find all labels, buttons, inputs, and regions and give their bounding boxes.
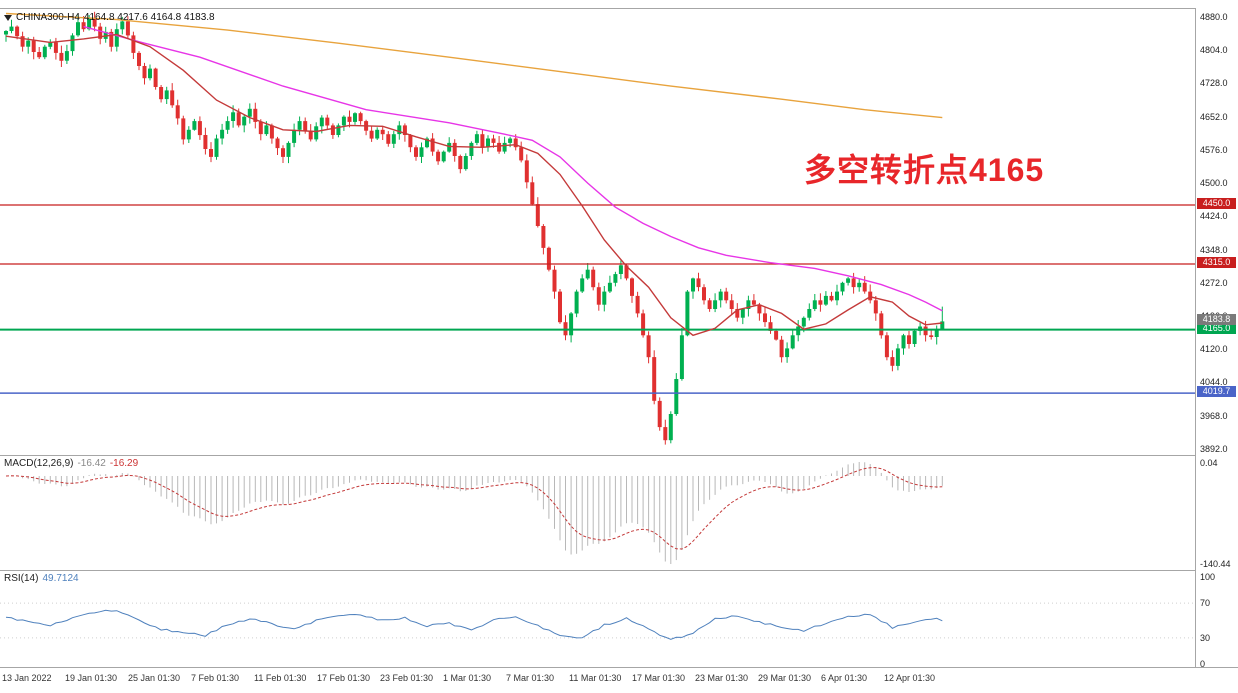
time-axis-label: 11 Feb 01:30 bbox=[254, 673, 307, 683]
price-axis-tick: 4044.0 bbox=[1200, 377, 1228, 388]
chart-ohlc-values: 4164.8 4217.6 4164.8 4183.8 bbox=[83, 12, 215, 23]
time-axis-label: 7 Feb 01:30 bbox=[191, 673, 240, 683]
current-price-tag: 4183.8 bbox=[1197, 314, 1236, 326]
price-chart-canvas[interactable] bbox=[0, 9, 1195, 455]
price-axis-tick: 4804.0 bbox=[1200, 45, 1228, 56]
symbol-marker-icon bbox=[4, 14, 12, 21]
rsi-splitter[interactable] bbox=[0, 570, 1238, 571]
macd-signal-value: -16.29 bbox=[109, 458, 139, 469]
level-price-tag: 4019.7 bbox=[1197, 386, 1236, 398]
price-axis-tick: 4576.0 bbox=[1200, 144, 1228, 155]
rsi-axis-label: 100 bbox=[1200, 572, 1216, 582]
top-border bbox=[0, 8, 1238, 9]
pivot-annotation-text: 多空转折点4165 bbox=[804, 152, 1045, 188]
price-axis[interactable]: 4880.0 4804.0 4728.0 4652.0 4576.0 4500.0 4424… bbox=[1196, 8, 1238, 669]
time-axis-label: 6 Apr 01:30 bbox=[821, 673, 868, 683]
macd-label: MACD(12,26,9) bbox=[4, 458, 74, 469]
price-axis-tick: 4728.0 bbox=[1200, 78, 1228, 89]
macd-title: MACD(12,26,9) -16.42 -16.29 bbox=[4, 458, 138, 469]
macd-splitter[interactable] bbox=[0, 455, 1238, 456]
macd-axis-min-label: -140.44 bbox=[1200, 559, 1231, 569]
level-price-tag: 4165.0 bbox=[1197, 322, 1236, 334]
price-panel: CHINA300-H4 4164.8 4217.6 4164.8 4183.8 … bbox=[0, 9, 1195, 455]
price-axis-tick: 4348.0 bbox=[1200, 244, 1228, 255]
time-axis-label: 13 Jan 2022 bbox=[2, 673, 52, 683]
price-axis-tick: 3892.0 bbox=[1200, 443, 1228, 454]
rsi-canvas[interactable] bbox=[0, 571, 1195, 667]
time-axis-label: 17 Feb 01:30 bbox=[317, 673, 371, 683]
price-axis-tick: 4500.0 bbox=[1200, 178, 1228, 189]
rsi-axis-label: 0 bbox=[1200, 659, 1206, 669]
price-axis-border bbox=[1195, 8, 1196, 667]
price-axis-tick: 4120.0 bbox=[1200, 344, 1228, 355]
level-price-tag: 4315.0 bbox=[1197, 257, 1236, 269]
chart-symbol-label: CHINA300-H4 bbox=[16, 12, 80, 23]
macd-main-value: -16.42 bbox=[77, 458, 106, 469]
time-axis-label: 29 Mar 01:30 bbox=[758, 673, 812, 683]
rsi-panel: RSI(14) 49.7124 bbox=[0, 571, 1195, 667]
time-axis-label: 12 Apr 01:30 bbox=[884, 673, 936, 683]
chart-title: CHINA300-H4 4164.8 4217.6 4164.8 4183.8 bbox=[4, 12, 215, 23]
price-axis-tick: 4880.0 bbox=[1200, 12, 1228, 22]
rsi-label: RSI(14) bbox=[4, 573, 39, 584]
price-axis-tick: 4652.0 bbox=[1200, 111, 1228, 122]
price-axis-tick: 3968.0 bbox=[1200, 410, 1228, 421]
time-axis-label: 11 Mar 01:30 bbox=[569, 673, 622, 683]
rsi-axis-label: 70 bbox=[1200, 598, 1211, 609]
time-axis-label: 17 Mar 01:30 bbox=[632, 673, 686, 683]
level-price-tag: 4450.0 bbox=[1197, 197, 1236, 209]
macd-canvas[interactable] bbox=[0, 456, 1195, 570]
rsi-value: 49.7124 bbox=[42, 573, 79, 584]
time-axis-label: 23 Mar 01:30 bbox=[695, 673, 749, 683]
time-axis-label: 25 Jan 01:30 bbox=[128, 673, 181, 683]
price-axis-tick: 4424.0 bbox=[1200, 211, 1228, 222]
time-axis-label: 1 Mar 01:30 bbox=[443, 673, 492, 683]
rsi-title: RSI(14) 49.7124 bbox=[4, 573, 79, 584]
time-axis-label: 23 Feb 01:30 bbox=[380, 673, 434, 683]
time-axis[interactable]: 13 Jan 2022 19 Jan 01:30 25 Jan 01:30 7 Feb… bbox=[0, 669, 1195, 693]
time-axis-label: 7 Mar 01:30 bbox=[506, 673, 555, 683]
time-axis-label: 19 Jan 01:30 bbox=[65, 673, 118, 683]
time-axis-border bbox=[0, 667, 1238, 668]
macd-panel: MACD(12,26,9) -16.42 -16.29 bbox=[0, 456, 1195, 570]
rsi-axis-label: 30 bbox=[1200, 632, 1211, 643]
macd-axis-max-label: 0.04 bbox=[1200, 458, 1218, 468]
price-axis-tick: 4272.0 bbox=[1200, 277, 1228, 288]
